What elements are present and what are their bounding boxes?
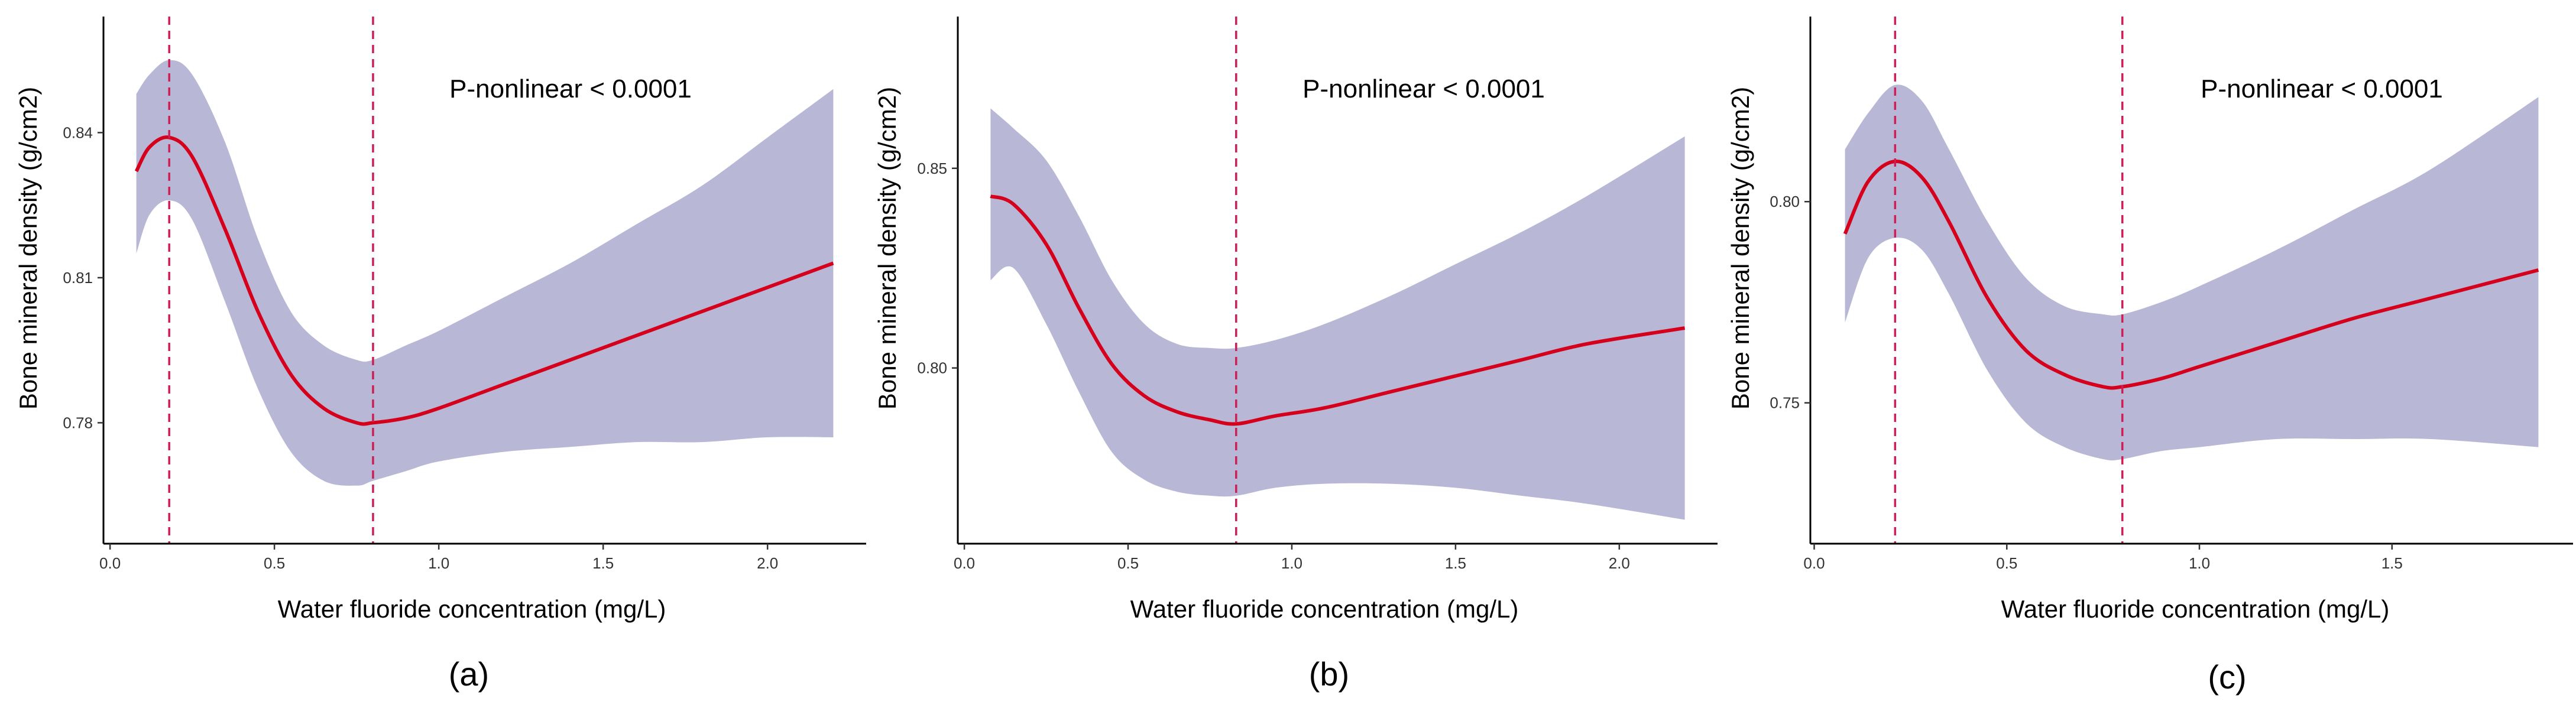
x-tick-label: 0.5 <box>1117 554 1139 572</box>
x-tick-label: 0.0 <box>954 554 975 572</box>
x-axis-title: Water fluoride concentration (mg/L) <box>1130 595 1519 623</box>
y-axis-title: Bone mineral density (g/cm2) <box>14 87 42 410</box>
x-tick-label: 1.0 <box>1281 554 1302 572</box>
fit-line <box>134 135 834 426</box>
y-tick-label: 0.84 <box>63 124 93 141</box>
x-tick-label: 0.5 <box>264 554 285 572</box>
fit-line <box>990 194 1686 426</box>
panel-c: 0.0 0.5 1.0 1.5 0.75 0.80 P-nonlinear < 0.000… <box>1726 17 2573 696</box>
y-axis-title: Bone mineral density (g/cm2) <box>1726 87 1754 410</box>
y-tick-label: 0.81 <box>63 269 93 287</box>
x-tick-label: 1.5 <box>2381 554 2403 572</box>
panel-label: (b) <box>1309 655 1349 693</box>
x-tick-label: 0.0 <box>1803 554 1825 572</box>
y-tick-label: 0.80 <box>1770 193 1800 210</box>
x-tick-label: 2.0 <box>757 554 778 572</box>
confidence-band <box>990 108 1685 520</box>
confidence-band <box>1845 85 2539 461</box>
x-tick-label: 0.5 <box>1996 554 2017 572</box>
y-tick-label: 0.85 <box>917 160 947 177</box>
fit-line <box>1843 160 2539 390</box>
panel-label: (c) <box>2208 658 2246 696</box>
x-tick-label: 1.5 <box>1445 554 1466 572</box>
y-tick-label: 0.78 <box>63 414 93 431</box>
panel-label: (a) <box>449 655 489 693</box>
x-tick-label: 1.5 <box>592 554 614 572</box>
x-tick-label: 0.0 <box>99 554 121 572</box>
p-nonlinear-annotation: P-nonlinear < 0.0001 <box>449 74 692 103</box>
panel-b: 0.0 0.5 1.0 1.5 2.0 0.80 0.85 P-nonlinear < 0.… <box>873 17 1718 693</box>
x-axis-title: Water fluoride concentration (mg/L) <box>2001 595 2390 623</box>
x-tick-label: 1.0 <box>2189 554 2210 572</box>
y-tick-label: 0.80 <box>917 359 947 377</box>
x-axis-title: Water fluoride concentration (mg/L) <box>278 595 666 623</box>
y-tick-label: 0.75 <box>1770 394 1800 412</box>
panel-a: 0.0 0.5 1.0 1.5 2.0 0.78 0.81 0.84 P-nonlinear … <box>14 17 866 693</box>
confidence-band <box>136 60 834 486</box>
x-tick-label: 2.0 <box>1609 554 1630 572</box>
p-nonlinear-annotation: P-nonlinear < 0.0001 <box>2201 74 2443 103</box>
y-axis-title: Bone mineral density (g/cm2) <box>873 87 901 410</box>
x-tick-label: 1.0 <box>428 554 449 572</box>
p-nonlinear-annotation: P-nonlinear < 0.0001 <box>1302 74 1545 103</box>
